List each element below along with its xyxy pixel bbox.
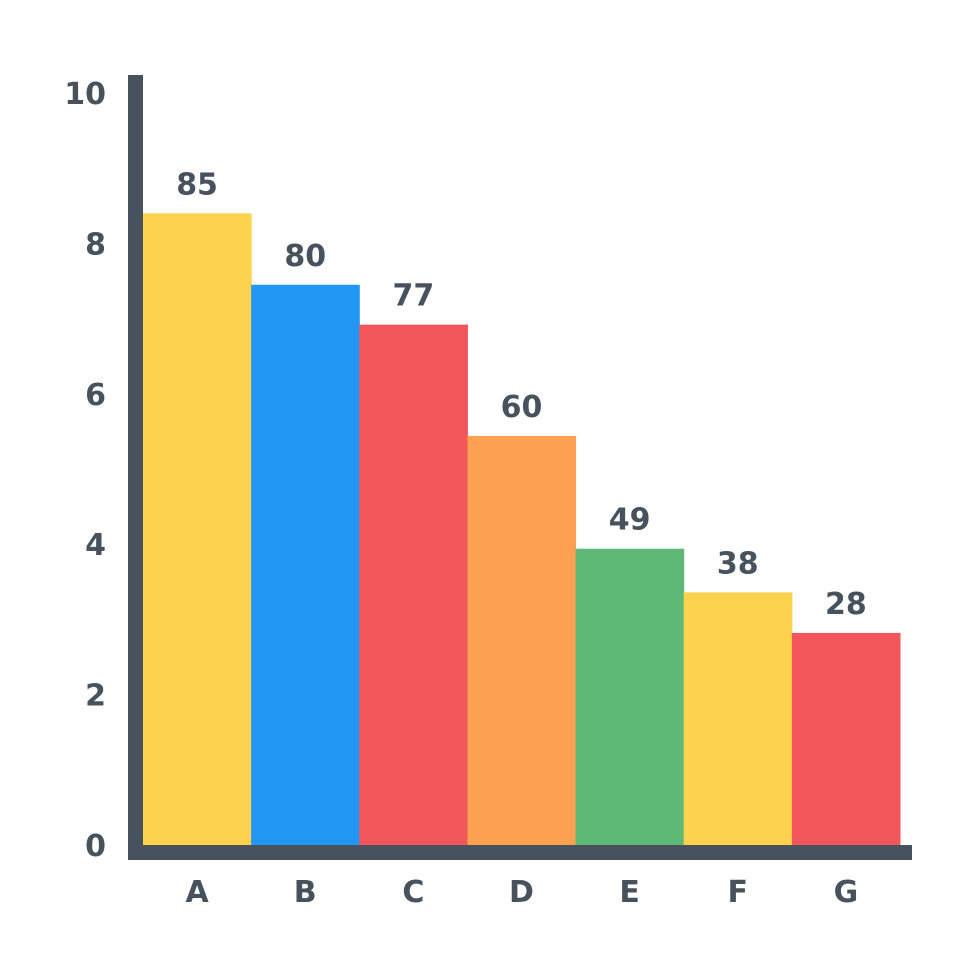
bar-e xyxy=(575,548,685,845)
y-tick-labels-group: 0 2 4 6 8 10 xyxy=(64,77,106,864)
y-tick-label-2: 2 xyxy=(85,679,106,714)
x-tick-label-e: E xyxy=(619,875,640,910)
y-tick-label-0: 0 xyxy=(85,829,106,864)
bar-b xyxy=(251,284,360,845)
x-category-labels-group: A B C D E F G xyxy=(185,875,858,910)
y-tick-label-10: 10 xyxy=(64,77,106,112)
bar-f xyxy=(683,592,793,845)
bars-group xyxy=(143,213,901,846)
x-tick-label-b: B xyxy=(294,875,317,910)
value-label-g: 28 xyxy=(825,587,867,622)
y-tick-label-6: 6 xyxy=(85,378,106,413)
y-tick-label-8: 8 xyxy=(85,227,106,262)
y-tick-label-4: 4 xyxy=(85,528,106,563)
bar-g xyxy=(791,632,901,845)
value-label-a: 85 xyxy=(176,167,218,202)
x-tick-label-a: A xyxy=(185,875,209,910)
bar-a xyxy=(143,213,252,845)
value-labels-group: 85 80 77 60 49 38 28 xyxy=(176,167,867,622)
value-label-b: 80 xyxy=(284,239,326,274)
value-label-c: 77 xyxy=(392,279,434,314)
value-label-f: 38 xyxy=(717,546,759,581)
bar-c xyxy=(359,324,468,846)
x-tick-label-d: D xyxy=(509,875,534,910)
x-tick-label-f: F xyxy=(728,875,749,910)
bar-d xyxy=(467,435,577,845)
y-axis xyxy=(128,75,143,860)
value-label-e: 49 xyxy=(609,503,651,538)
value-label-d: 60 xyxy=(501,390,543,425)
x-axis xyxy=(128,845,912,860)
x-tick-label-c: C xyxy=(402,875,424,910)
x-tick-label-g: G xyxy=(834,875,859,910)
